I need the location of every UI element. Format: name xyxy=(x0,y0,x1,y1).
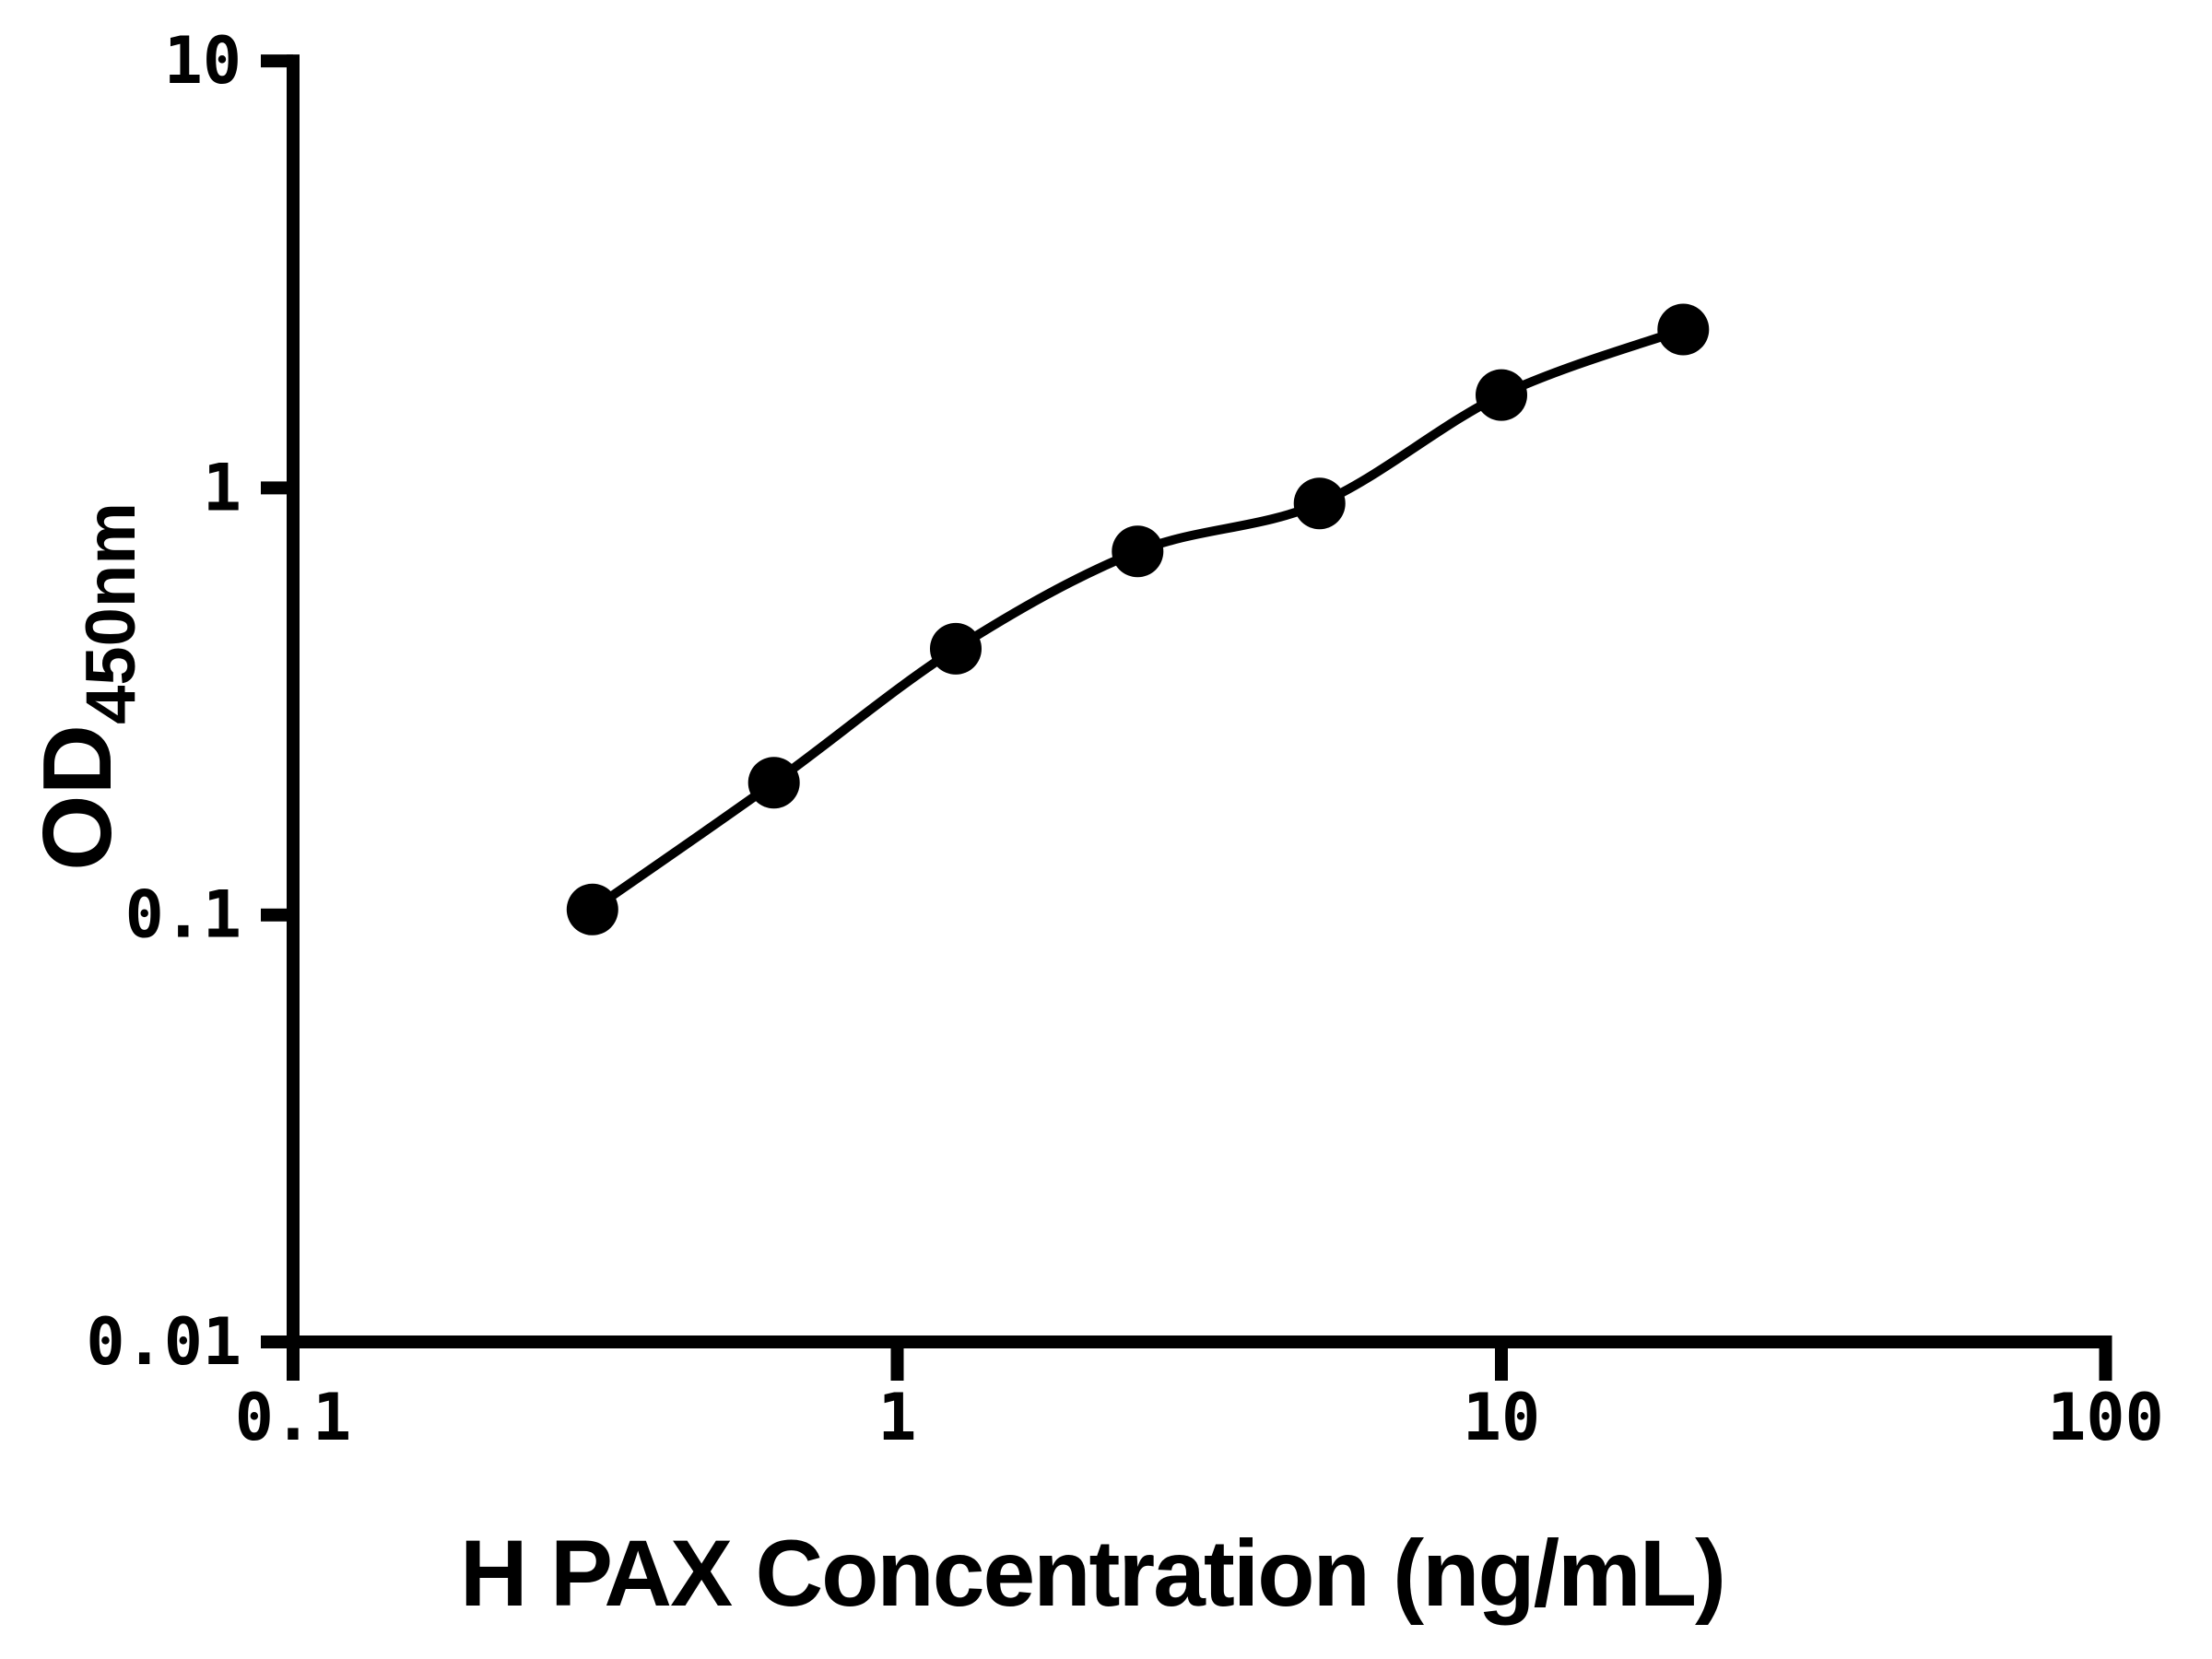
y-tick-label-0.1: 0.1 xyxy=(125,877,241,953)
data-point-3 xyxy=(930,622,982,675)
data-point-1 xyxy=(566,883,618,935)
y-tick-label-0.01: 0.01 xyxy=(86,1304,241,1380)
y-tick-label-1: 1 xyxy=(203,450,241,525)
axis-layer xyxy=(261,54,2112,1381)
y-axis-title: OD450nm xyxy=(23,502,150,871)
data-point-7 xyxy=(1657,303,1710,356)
y-tick-label-10: 10 xyxy=(164,23,241,99)
data-point-2 xyxy=(747,757,800,809)
fit-curve xyxy=(589,324,1685,913)
x-tick-label-1: 1 xyxy=(877,1380,916,1455)
curve-layer xyxy=(566,303,1710,935)
x-tick-label-0.1: 0.1 xyxy=(235,1380,351,1455)
y-axis-title-main: OD xyxy=(23,724,132,871)
data-point-5 xyxy=(1293,477,1346,530)
x-tick-label-10: 10 xyxy=(1463,1380,1540,1455)
x-tick-label-100: 100 xyxy=(2047,1380,2163,1455)
data-point-4 xyxy=(1112,525,1164,578)
x-axis-title: H PAX Concentration (ng/mL) xyxy=(460,1521,1724,1626)
data-point-6 xyxy=(1476,369,1527,421)
y-axis-title-subscript: 450nm xyxy=(72,502,150,724)
